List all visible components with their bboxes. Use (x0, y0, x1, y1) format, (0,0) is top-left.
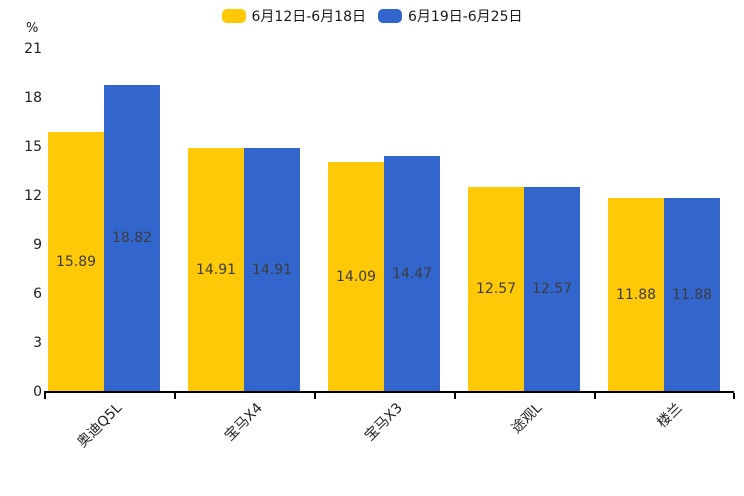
legend-item-series-1: 6月19日-6月25日 (378, 6, 523, 26)
bar-value-label: 12.57 (531, 281, 573, 298)
y-tick-label: 6 (33, 286, 42, 302)
x-category-label: 楼兰 (654, 400, 686, 432)
bar-value-label: 14.91 (251, 262, 293, 279)
bar-途观L-series-1: 12.57 (524, 186, 580, 392)
bar-途观L-series-0: 12.57 (468, 186, 524, 392)
y-axis-unit-label: % (26, 21, 39, 36)
x-axis-tick (44, 393, 46, 399)
bar-value-label: 14.09 (335, 268, 377, 285)
x-axis-tick (733, 393, 735, 399)
x-category-label: 途观L (508, 400, 546, 437)
bar-value-label: 15.89 (55, 254, 97, 271)
bar-value-label: 11.88 (615, 286, 657, 303)
y-tick-label: 21 (24, 41, 42, 57)
y-tick-label: 12 (24, 188, 42, 204)
x-category-label: 宝马X3 (361, 400, 406, 445)
x-category-label: 宝马X4 (221, 400, 266, 445)
legend-label: 6月19日-6月25日 (408, 9, 523, 25)
legend-swatch-icon (378, 9, 402, 23)
bar-楼兰-series-1: 11.88 (664, 197, 720, 392)
legend-label: 6月12日-6月18日 (251, 9, 367, 25)
y-tick-label: 18 (24, 90, 42, 106)
y-tick-label: 3 (33, 335, 42, 351)
chart-legend: 6月12日-6月18日 6月19日-6月25日 (0, 6, 744, 26)
bar-宝马X4-series-1: 14.91 (244, 148, 300, 392)
bar-value-label: 12.57 (475, 281, 517, 298)
bar-奥迪Q5L-series-1: 18.82 (104, 84, 160, 392)
x-axis-tick (454, 393, 456, 399)
x-category-label: 奥迪Q5L (74, 400, 126, 451)
x-axis-line (44, 391, 734, 393)
y-tick-label: 15 (24, 139, 42, 155)
bar-楼兰-series-0: 11.88 (608, 197, 664, 392)
x-axis-tick (594, 393, 596, 399)
bar-奥迪Q5L-series-0: 15.89 (48, 132, 104, 392)
y-tick-label: 9 (33, 237, 42, 253)
y-tick-label: 0 (33, 384, 42, 400)
bar-value-label: 14.47 (391, 265, 433, 282)
x-axis-tick (174, 393, 176, 399)
bar-宝马X3-series-1: 14.47 (384, 155, 440, 392)
bar-value-label: 11.88 (671, 286, 713, 303)
bar-value-label: 18.82 (111, 230, 153, 247)
bar-宝马X3-series-0: 14.09 (328, 161, 384, 392)
x-axis-tick (314, 393, 316, 399)
bar-value-label: 14.91 (195, 262, 237, 279)
legend-swatch-icon (221, 9, 246, 23)
legend-item-series-0: 6月12日-6月18日 (221, 6, 367, 26)
bar-宝马X4-series-0: 14.91 (188, 148, 244, 392)
